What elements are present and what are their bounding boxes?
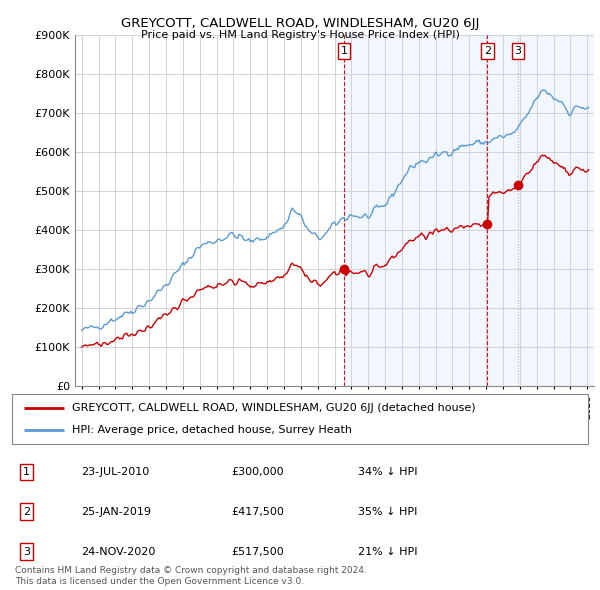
Text: 1: 1 [340, 46, 347, 56]
Text: GREYCOTT, CALDWELL ROAD, WINDLESHAM, GU20 6JJ (detached house): GREYCOTT, CALDWELL ROAD, WINDLESHAM, GU2… [73, 402, 476, 412]
Text: GREYCOTT, CALDWELL ROAD, WINDLESHAM, GU20 6JJ: GREYCOTT, CALDWELL ROAD, WINDLESHAM, GU2… [121, 17, 479, 30]
Text: 3: 3 [23, 547, 30, 557]
Text: £517,500: £517,500 [231, 547, 284, 557]
Text: This data is licensed under the Open Government Licence v3.0.: This data is licensed under the Open Gov… [15, 577, 304, 586]
Text: 24-NOV-2020: 24-NOV-2020 [81, 547, 155, 557]
Text: Price paid vs. HM Land Registry's House Price Index (HPI): Price paid vs. HM Land Registry's House … [140, 30, 460, 40]
Text: 34% ↓ HPI: 34% ↓ HPI [358, 467, 417, 477]
Text: 23-JUL-2010: 23-JUL-2010 [81, 467, 149, 477]
Text: 25-JAN-2019: 25-JAN-2019 [81, 507, 151, 517]
FancyBboxPatch shape [12, 394, 588, 444]
Text: 2: 2 [484, 46, 491, 56]
Text: 3: 3 [515, 46, 521, 56]
Text: £300,000: £300,000 [231, 467, 284, 477]
Text: 2: 2 [23, 507, 30, 517]
Text: £417,500: £417,500 [231, 507, 284, 517]
Text: 35% ↓ HPI: 35% ↓ HPI [358, 507, 417, 517]
Text: HPI: Average price, detached house, Surrey Heath: HPI: Average price, detached house, Surr… [73, 425, 352, 435]
Text: Contains HM Land Registry data © Crown copyright and database right 2024.: Contains HM Land Registry data © Crown c… [15, 566, 367, 575]
Text: 1: 1 [23, 467, 30, 477]
Bar [344, 35, 594, 386]
Text: 21% ↓ HPI: 21% ↓ HPI [358, 547, 417, 557]
